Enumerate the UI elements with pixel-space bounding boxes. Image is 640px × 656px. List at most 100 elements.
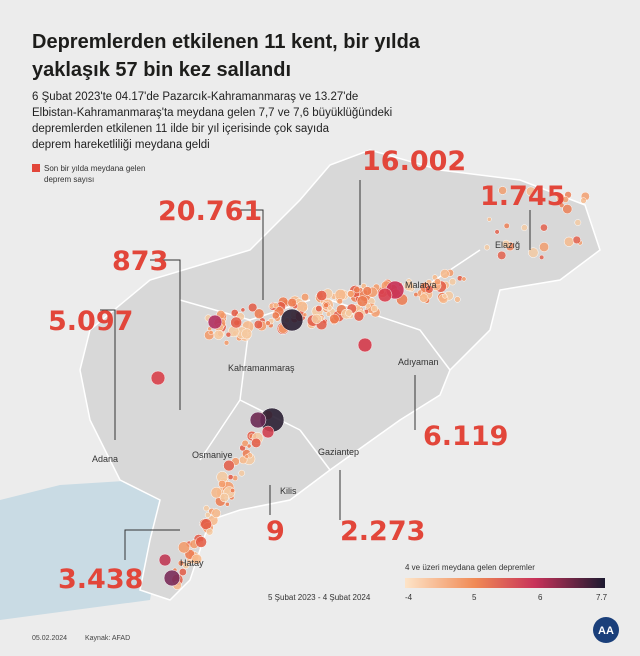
epicenter [219, 492, 229, 503]
epicenter [540, 223, 548, 232]
epicenter [353, 286, 361, 294]
epicenter [539, 242, 550, 252]
epicenter [497, 250, 507, 260]
epicenter [311, 313, 322, 324]
epicenter [210, 486, 223, 499]
epicenter [253, 308, 265, 319]
city-name: Elazığ [495, 240, 520, 250]
color-scale [405, 578, 605, 588]
sea [0, 480, 170, 620]
city-name: Adana [92, 454, 118, 464]
epicenter [230, 316, 243, 329]
epicenter [238, 469, 245, 477]
scale-title: 4 ve üzeri meydana gelen depremler [405, 563, 535, 572]
scale-tick: 5 [472, 593, 477, 602]
epicenter [574, 219, 582, 226]
city-count: 20.761 [158, 196, 262, 227]
epicenter [240, 307, 246, 313]
epicenter [487, 217, 492, 222]
epicenter [191, 553, 203, 565]
epicenter [206, 528, 214, 536]
epicenter [413, 292, 419, 298]
leader [150, 259, 181, 410]
scale-tick: 6 [538, 593, 543, 602]
subtitle-line: Elbistan-Kahramanmaraş'ta meydana gelen … [32, 107, 392, 119]
epicenter [329, 313, 340, 325]
epicenter [211, 508, 221, 518]
legend-label: Son bir yılda meydana gelen [44, 164, 145, 173]
city-name: Gaziantep [318, 447, 359, 457]
epicenter [454, 296, 461, 303]
epicenter [244, 454, 250, 459]
epicenter [498, 186, 507, 195]
logo: AA [598, 625, 614, 637]
epicenter [572, 235, 581, 245]
epicenter [316, 290, 328, 301]
epicenter [434, 278, 442, 286]
city-name: Adıyaman [398, 357, 439, 367]
source: Kaynak: AFAD [85, 635, 130, 642]
epicenter [356, 295, 369, 307]
epicenter [223, 459, 235, 472]
epicenter [483, 244, 490, 251]
epicenter [163, 569, 181, 587]
epicenter [362, 286, 373, 296]
city-count: 1.745 [480, 181, 565, 212]
epicenter [526, 186, 536, 197]
epicenter [177, 560, 185, 567]
epicenter [207, 314, 223, 330]
epicenter [246, 443, 252, 449]
epicenter [195, 536, 207, 548]
subtitle-line: 6 Şubat 2023'te 04.17'de Pazarcık-Kahram… [32, 91, 358, 103]
epicenter [230, 487, 236, 494]
title-line: Depremlerden etkilenen 11 kent, bir yıld… [32, 31, 421, 53]
epicenter [345, 309, 353, 317]
epicenter [461, 276, 467, 282]
epicenter [200, 518, 212, 530]
scale-tick: 7.7 [596, 593, 608, 602]
epicenter [562, 204, 573, 215]
city-count: 6.119 [423, 421, 508, 452]
logo-mark [593, 617, 619, 643]
epicenter [208, 330, 214, 336]
title-line: yaklaşık 57 bin kez sallandı [32, 59, 291, 81]
epicenter [528, 247, 539, 258]
subtitle-line: depremlerden etkilenen 11 ilde bir yıl i… [32, 123, 330, 135]
epicenter [370, 304, 379, 313]
epicenter [494, 229, 500, 235]
epicenter [424, 285, 434, 294]
epicenter [419, 293, 429, 303]
epicenter [580, 197, 587, 204]
epicenter [315, 305, 323, 313]
legend-swatch [32, 164, 40, 172]
epicenter [357, 337, 373, 353]
epicenter [272, 302, 279, 309]
city-name: Kilis [280, 486, 297, 496]
city-count: 16.002 [362, 146, 466, 177]
city-name: Hatay [180, 558, 204, 568]
epicenter [503, 222, 510, 229]
leader [235, 209, 264, 300]
period: 5 Şubat 2023 - 4 Şubat 2024 [268, 593, 371, 602]
epicenter [501, 239, 511, 249]
epicenter [562, 196, 569, 203]
city-count: 5.097 [48, 306, 133, 337]
city-name: Kahramanmaraş [228, 363, 295, 373]
epicenter [521, 224, 528, 232]
subtitle-line: deprem hareketliliği meydana geldi [32, 139, 210, 151]
epicenter [327, 305, 333, 311]
epicenter [442, 293, 448, 299]
epicenter [347, 290, 355, 298]
epicenter [203, 505, 210, 512]
epicenter [150, 370, 166, 386]
epicenter [325, 311, 332, 317]
epicenters [150, 186, 590, 590]
epicenter [241, 328, 253, 340]
epicenter [440, 269, 450, 279]
epicenter [287, 297, 297, 308]
epicenter [403, 280, 415, 292]
date: 05.02.2024 [32, 635, 67, 642]
legend-label: deprem sayısı [44, 175, 94, 184]
leader [124, 529, 180, 560]
